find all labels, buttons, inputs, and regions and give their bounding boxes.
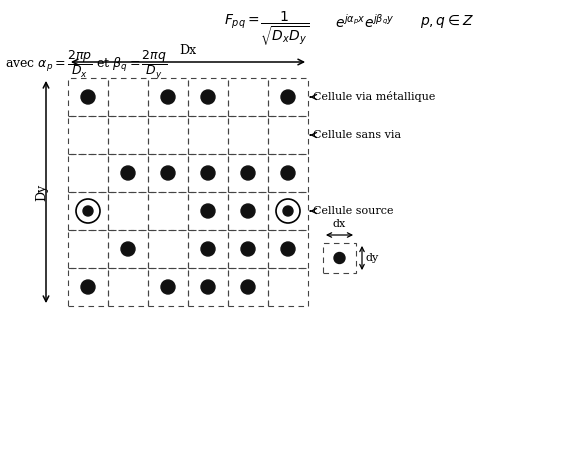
- Bar: [108, 192, 148, 230]
- Bar: [188, 230, 228, 268]
- Bar: [228, 78, 268, 116]
- Bar: [188, 268, 228, 306]
- Circle shape: [201, 90, 215, 104]
- Text: $F_{pq}=$: $F_{pq}=$: [224, 13, 260, 31]
- Bar: [188, 192, 228, 230]
- Circle shape: [201, 166, 215, 180]
- Circle shape: [161, 90, 175, 104]
- Text: Dx: Dx: [179, 44, 197, 57]
- Text: Cellule source: Cellule source: [310, 206, 394, 216]
- Text: $e^{j\alpha_p x}e^{j\beta_q y}$: $e^{j\alpha_p x}e^{j\beta_q y}$: [335, 13, 395, 31]
- Bar: [68, 230, 108, 268]
- Circle shape: [81, 90, 95, 104]
- Circle shape: [201, 242, 215, 256]
- Circle shape: [241, 204, 255, 218]
- Bar: [148, 78, 188, 116]
- Circle shape: [283, 206, 293, 216]
- Text: Cellule via métallique: Cellule via métallique: [310, 92, 436, 102]
- Circle shape: [161, 166, 175, 180]
- Bar: [268, 230, 308, 268]
- Bar: [268, 268, 308, 306]
- Bar: [108, 230, 148, 268]
- Circle shape: [281, 90, 295, 104]
- Bar: [228, 230, 268, 268]
- Bar: [268, 116, 308, 154]
- Bar: [268, 78, 308, 116]
- Bar: [108, 268, 148, 306]
- Bar: [148, 230, 188, 268]
- Bar: [148, 154, 188, 192]
- Bar: [323, 243, 356, 273]
- Bar: [68, 192, 108, 230]
- Text: avec $\alpha_p = \dfrac{2\pi p}{D_x}$ et $\beta_q = \dfrac{2\pi q}{D_y}$: avec $\alpha_p = \dfrac{2\pi p}{D_x}$ et…: [5, 48, 168, 81]
- Text: Dy: Dy: [35, 183, 48, 201]
- Circle shape: [83, 206, 93, 216]
- Bar: [228, 154, 268, 192]
- Bar: [148, 116, 188, 154]
- Bar: [268, 154, 308, 192]
- Circle shape: [121, 242, 135, 256]
- Circle shape: [161, 280, 175, 294]
- Bar: [228, 192, 268, 230]
- Circle shape: [201, 280, 215, 294]
- Circle shape: [241, 166, 255, 180]
- Circle shape: [241, 242, 255, 256]
- Bar: [108, 116, 148, 154]
- Text: $\dfrac{1}{\sqrt{D_x D_y}}$: $\dfrac{1}{\sqrt{D_x D_y}}$: [260, 10, 310, 48]
- Circle shape: [81, 280, 95, 294]
- Circle shape: [281, 242, 295, 256]
- Text: Cellule sans via: Cellule sans via: [310, 130, 401, 140]
- Bar: [228, 268, 268, 306]
- Bar: [68, 154, 108, 192]
- Text: $p,q\in Z$: $p,q\in Z$: [420, 13, 474, 30]
- Text: dy: dy: [366, 253, 379, 263]
- Bar: [68, 116, 108, 154]
- Bar: [228, 116, 268, 154]
- Bar: [68, 268, 108, 306]
- Circle shape: [201, 204, 215, 218]
- Bar: [108, 78, 148, 116]
- Bar: [188, 78, 228, 116]
- Bar: [188, 116, 228, 154]
- Bar: [148, 192, 188, 230]
- Text: dx: dx: [333, 219, 346, 229]
- Circle shape: [281, 166, 295, 180]
- Circle shape: [241, 280, 255, 294]
- Bar: [68, 78, 108, 116]
- Bar: [268, 192, 308, 230]
- Circle shape: [334, 252, 345, 264]
- Bar: [148, 268, 188, 306]
- Circle shape: [121, 166, 135, 180]
- Bar: [108, 154, 148, 192]
- Bar: [188, 154, 228, 192]
